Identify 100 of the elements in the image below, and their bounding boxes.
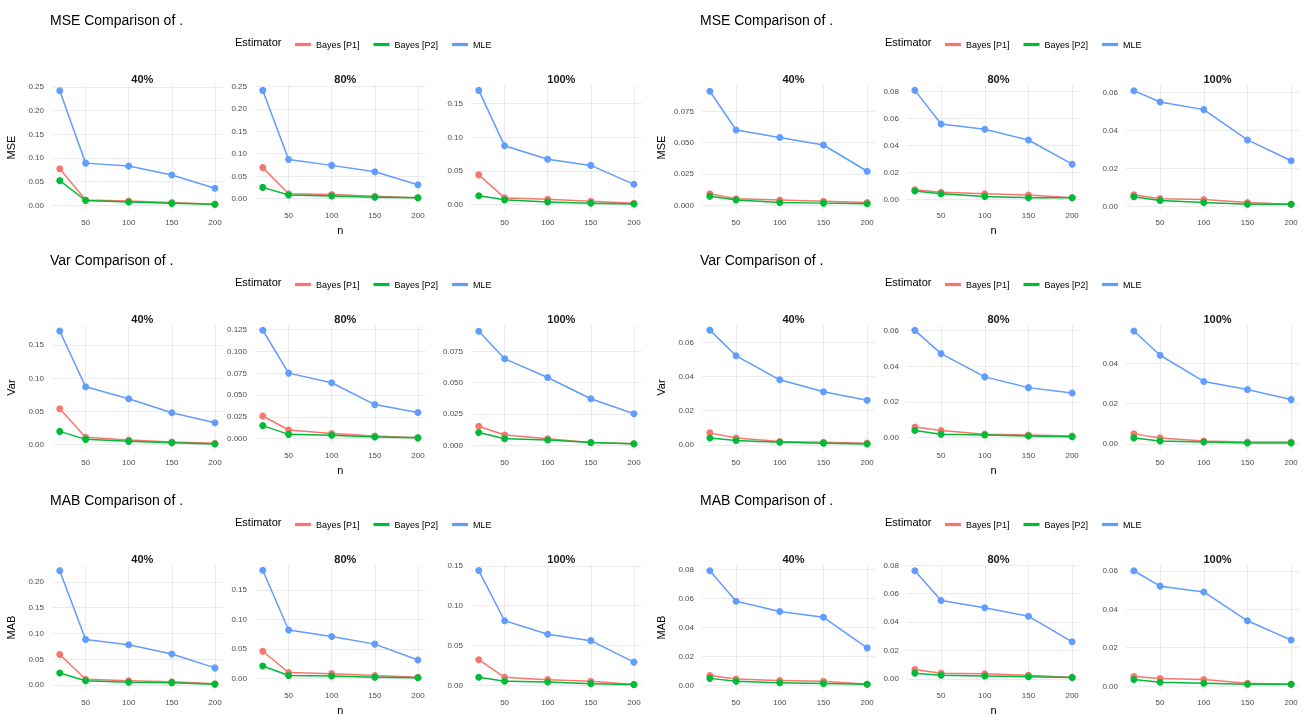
x-tick-label: 150 <box>1240 697 1255 707</box>
x-tick-label: 100 <box>122 697 136 707</box>
y-tick-label: 0.025 <box>443 409 464 419</box>
x-axis-title: n <box>336 463 344 476</box>
text: MSE Comparison of . <box>700 12 834 28</box>
y-tick-label: 0.20 <box>28 106 45 116</box>
x-tick-label: 200 <box>1284 217 1299 227</box>
y-tick-label: 0.000 <box>443 440 464 450</box>
legend-label: Bayes [P2] <box>394 39 439 50</box>
chart-title: 40% <box>782 552 805 565</box>
legend-label: Bayes [P1] <box>966 519 1010 530</box>
x-tick-label: 200 <box>208 697 223 707</box>
x-tick-label: 200 <box>1065 210 1080 220</box>
x-tick-label: 50 <box>731 217 742 227</box>
x-tick-label: 100 <box>1197 457 1211 467</box>
x-tick-label: 150 <box>816 697 831 707</box>
y-tick-label: 0.02 <box>678 406 695 416</box>
x-tick-label: 50 <box>731 457 742 467</box>
legend-label: Bayes [P2] <box>1044 39 1089 50</box>
y-tick-label: 0.125 <box>226 324 248 334</box>
y-tick-label: 0.15 <box>231 585 248 595</box>
y-tick-label: 0.10 <box>447 132 464 142</box>
text: Var Comparison of . <box>50 252 174 268</box>
chart-title: 80% <box>987 552 1010 565</box>
legend-label: Bayes [P1] <box>966 279 1010 290</box>
legend-label: Bayes [P1] <box>966 39 1010 50</box>
x-tick-label: 200 <box>627 697 642 707</box>
x-tick-label: 150 <box>1021 210 1036 220</box>
y-tick-label: 0.02 <box>1102 399 1119 409</box>
chart-title: 100% <box>547 312 576 325</box>
x-tick-label: 50 <box>731 697 742 707</box>
x-tick-label: 100 <box>1197 217 1211 227</box>
y-tick-label: 0.08 <box>883 560 900 570</box>
x-tick-label: 150 <box>1021 690 1036 700</box>
legend-label: Bayes [P2] <box>1044 279 1089 290</box>
y-tick-label: 0.00 <box>28 440 45 450</box>
chart-title: 40% <box>131 72 154 85</box>
y-tick-label: 0.050 <box>443 378 464 387</box>
x-tick-label: 100 <box>324 450 339 460</box>
y-tick-label: 0.02 <box>883 645 900 655</box>
y-tick-label: 0.06 <box>883 114 900 124</box>
legend-title: Estimator <box>235 515 282 528</box>
y-tick-label: 0.05 <box>231 171 248 181</box>
y-tick-label: 0.000 <box>673 200 695 210</box>
x-tick-label: 200 <box>860 697 875 707</box>
y-tick-label: 0.075 <box>226 368 248 378</box>
y-tick-label: 0.05 <box>447 640 464 650</box>
x-tick-label: 150 <box>367 210 382 220</box>
y-tick-label: 0.00 <box>447 200 464 210</box>
y-tick-label: 0.00 <box>883 674 900 684</box>
x-tick-label: 50 <box>1155 457 1166 467</box>
legend-label: MLE <box>473 519 492 530</box>
x-tick-label: 200 <box>860 217 875 227</box>
x-axis-title: n <box>990 703 997 716</box>
legend-label: Bayes [P1] <box>316 519 360 530</box>
chart-title: 80% <box>333 552 357 565</box>
x-tick-label: 50 <box>936 210 947 220</box>
y-tick-label: 0.08 <box>678 564 695 574</box>
chart-title: 40% <box>131 312 154 325</box>
y-tick-label: 0.06 <box>1102 88 1119 98</box>
legend-title: Estimator <box>885 275 932 288</box>
y-tick-label: 0.10 <box>28 373 45 383</box>
y-tick-label: 0.15 <box>28 340 45 350</box>
chart-title: 80% <box>987 312 1010 325</box>
y-tick-label: 0.075 <box>443 346 464 356</box>
y-tick-label: 0.100 <box>226 346 248 356</box>
x-tick-label: 200 <box>627 217 642 227</box>
legend-title: Estimator <box>885 35 932 48</box>
y-tick-label: 0.02 <box>883 167 900 177</box>
y-tick-label: 0.00 <box>28 200 45 210</box>
x-tick-label: 100 <box>541 457 556 467</box>
legend-title: Estimator <box>235 35 282 48</box>
y-tick-label: 0.05 <box>28 654 45 664</box>
y-axis-title: Var <box>4 379 17 396</box>
y-tick-label: 0.02 <box>883 397 900 407</box>
y-axis-title: MAB <box>4 615 17 640</box>
x-tick-label: 100 <box>1197 697 1211 707</box>
y-tick-label: 0.15 <box>447 98 464 108</box>
y-tick-label: 0.00 <box>231 194 248 204</box>
x-axis-title: n <box>336 703 344 716</box>
x-tick-label: 50 <box>1155 697 1166 707</box>
y-tick-label: 0.04 <box>678 623 695 632</box>
legend-title: Estimator <box>885 515 932 528</box>
y-tick-label: 0.15 <box>447 561 464 571</box>
legend-label: Bayes [P2] <box>394 279 439 290</box>
y-tick-label: 0.06 <box>678 593 695 603</box>
x-tick-label: 50 <box>81 217 91 227</box>
y-tick-label: 0.05 <box>28 177 45 187</box>
x-tick-label: 200 <box>208 457 223 467</box>
x-tick-label: 100 <box>978 690 992 700</box>
x-tick-label: 200 <box>1284 457 1299 467</box>
x-tick-label: 100 <box>541 217 556 227</box>
y-tick-label: 0.06 <box>883 588 900 598</box>
text: MAB Comparison of . <box>700 492 834 508</box>
y-tick-label: 0.25 <box>231 81 248 91</box>
y-tick-label: 0.05 <box>447 166 464 176</box>
x-axis-title: n <box>990 463 997 476</box>
y-tick-label: 0.00 <box>883 194 900 204</box>
chart-title: 100% <box>547 552 576 565</box>
x-tick-label: 150 <box>584 217 599 227</box>
